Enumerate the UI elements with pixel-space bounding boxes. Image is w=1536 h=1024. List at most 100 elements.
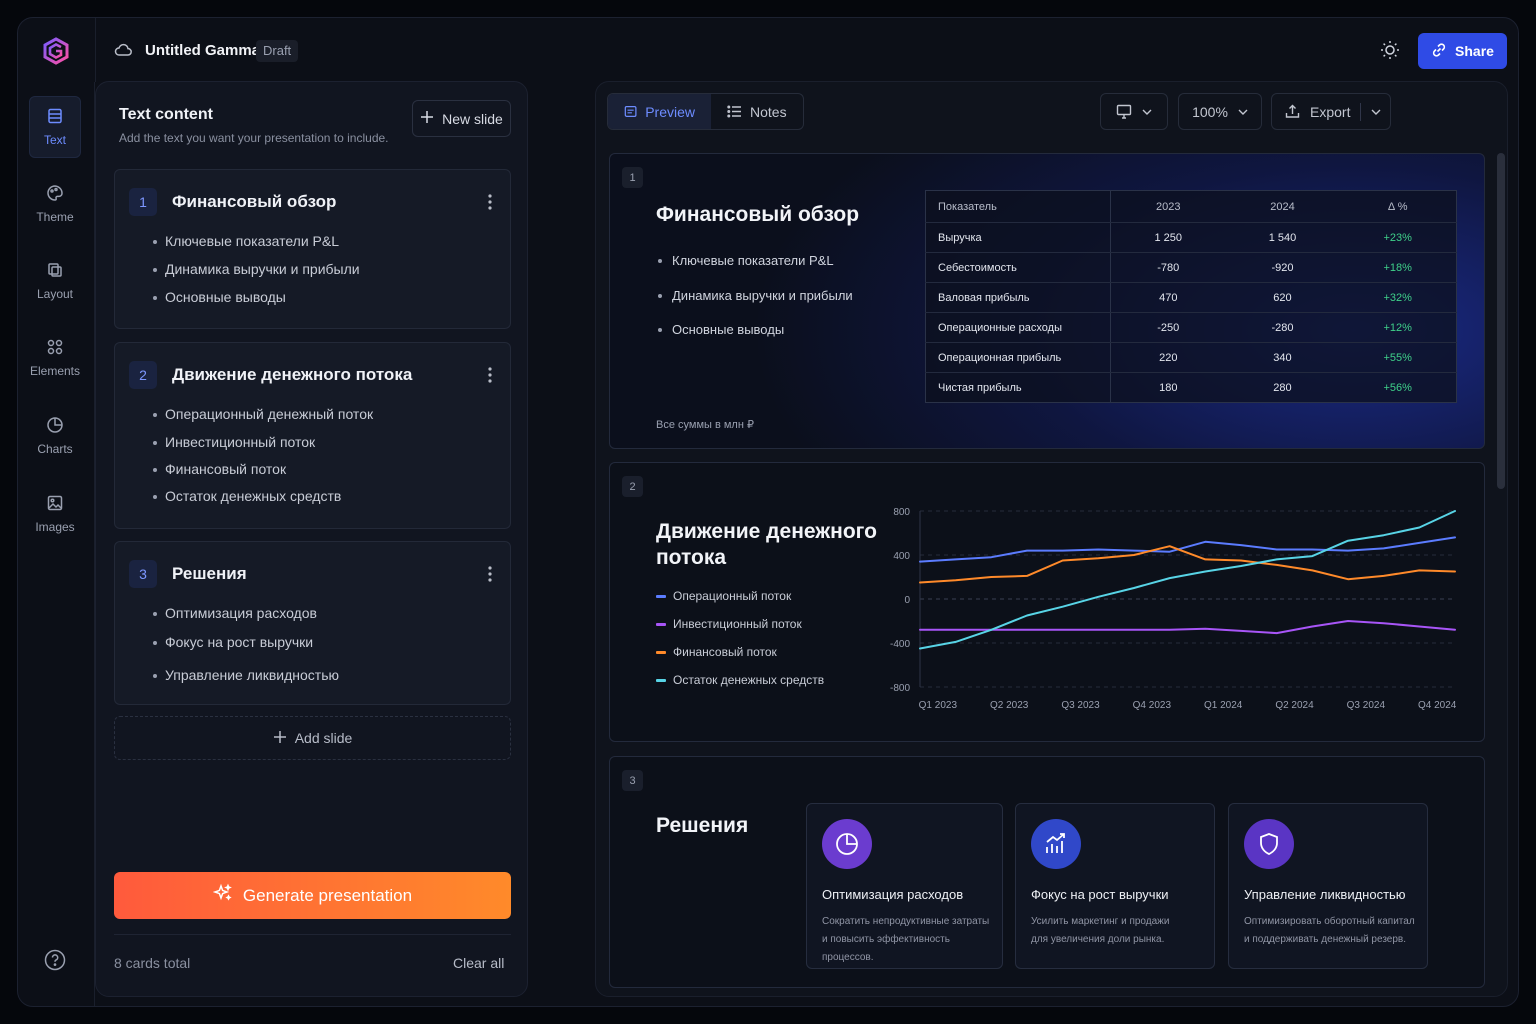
rail-item-images[interactable]: Images [29,483,81,545]
rail-item-charts[interactable]: Charts [29,405,81,467]
chevron-down-icon [1238,109,1248,115]
table-cell: 280 [1273,381,1292,394]
table-header: 2023 [1110,190,1226,223]
card-title[interactable]: Движение денежного потока [172,365,413,384]
share-label: Share [1455,43,1494,59]
table-header-row: Показатель 2023 2024 Δ % [925,190,1457,223]
slide-title-line: Движение денежного [656,520,877,543]
tab-notes[interactable]: Notes [711,94,803,129]
legend-swatch [656,623,666,626]
solution-description-line: Усилить маркетинг и продажи [1031,916,1170,927]
rail-item-theme[interactable]: Theme [29,173,81,235]
chevron-down-icon[interactable] [1371,109,1381,115]
table-header: Показатель [925,190,1111,223]
card-title[interactable]: Финансовый обзор [172,192,337,211]
chart-icon [47,417,63,433]
preview-icon [624,106,637,117]
plus-icon [273,730,287,747]
table-cell: 620 [1225,282,1340,313]
image-icon [47,495,63,511]
table-cell: Себестоимость [925,252,1111,283]
card-bullet[interactable]: Остаток денежных средств [152,488,342,504]
table-cell: -780 [1110,252,1226,283]
table-header: Δ % [1339,190,1457,223]
export-divider [1360,102,1362,121]
table-cell: +23% [1339,222,1457,253]
card-bullet[interactable]: Финансовый поток [152,461,287,477]
rail-label-layout: Layout [36,287,74,301]
export-icon [1285,104,1300,118]
rail-item-layout[interactable]: Layout [29,250,81,312]
gamma-logo[interactable] [42,37,70,65]
document-title[interactable]: Untitled Gamma [145,42,261,59]
card-bullet[interactable]: Операционный денежный поток [152,406,374,422]
card-bullet[interactable]: Динамика выручки и прибыли [153,261,360,277]
solution-description-line: Сократить непродуктивные затраты [822,916,990,927]
more-options-icon[interactable] [488,566,492,587]
slide-card-2[interactable]: 2 Движение денежного потока Операционный… [114,342,511,529]
card-bullet[interactable]: Фокус на рост выручки [152,634,314,650]
x-tick-label: Q3 2023 [1061,700,1100,711]
table-cell: Чистая прибыль [925,372,1111,403]
table-cell: 220 [1110,342,1226,373]
share-button[interactable]: Share [1418,33,1507,69]
link-icon [1431,42,1447,61]
cashflow-line-chart: 800 400 0 -400 -800 Q1 2023 Q2 2023 Q3 2023 Q4 2… [890,507,1457,711]
rail-item-elements[interactable]: Elements [29,327,81,389]
monitor-icon [1116,104,1132,119]
slide-1[interactable]: 1 Финансовый обзор Ключевые показатели P… [609,153,1485,449]
text-icon [48,108,62,124]
solution-description: Усилить маркетинг и продажи для увеличен… [1031,913,1206,949]
new-slide-button[interactable]: New slide [412,100,511,137]
card-title[interactable]: Решения [172,564,247,583]
solution-description-line: и поддерживать денежный резерв. [1244,934,1407,945]
slide-bullet: Основные выводы [657,322,785,337]
legend-label: Инвестиционный поток [673,617,802,631]
table-cell: 1 250 [1110,222,1226,253]
table-cell: 340 [1225,342,1340,373]
more-options-icon[interactable] [488,194,492,215]
slide-title-line: потока [656,546,727,569]
table-row: Операционная прибыль 220 340 +55% [925,342,1457,373]
x-tick-label: Q2 2023 [990,700,1029,711]
legend-label: Остаток денежных средств [673,673,825,687]
rail-label-elements: Elements [29,364,81,378]
card-bullet[interactable]: Управление ликвидностью [153,667,339,683]
clear-all-button[interactable]: Clear all [453,955,505,971]
device-select[interactable] [1100,93,1168,130]
x-tick-label: Q4 2024 [1418,700,1457,711]
table-cell: +32% [1339,282,1457,313]
help-icon[interactable] [44,949,66,976]
slide-card-3[interactable]: 3 Решения Оптимизация расходов Фокус на … [114,541,511,705]
y-tick-label: 400 [893,551,910,562]
slide-3[interactable]: 3 Решения Оптимизация расходов Сократить… [609,756,1485,988]
rail-item-text[interactable]: Text [29,96,81,158]
top-bar: Untitled Gamma Draft Share [18,18,1518,82]
generate-presentation-button[interactable]: Generate presentation [114,872,511,919]
slide-card-1[interactable]: 1 Финансовый обзор Ключевые показатели P… [114,169,511,329]
table-cell: Валовая прибыль [925,282,1111,313]
card-bullet[interactable]: Ключевые показатели P&L [152,233,340,249]
x-tick-label: Q2 2024 [1275,700,1314,711]
export-button[interactable]: Export [1271,93,1391,130]
more-options-icon[interactable] [488,367,492,388]
zoom-select[interactable]: 100% [1178,93,1262,130]
add-slide-button[interactable]: Add slide [114,716,511,760]
card-bullet[interactable]: Оптимизация расходов [153,605,317,621]
draft-badge: Draft [256,40,299,62]
units-note: Все суммы в млн ₽ [656,419,754,431]
table-row: Чистая прибыль 180 280 +56% [925,372,1457,403]
slide-title: Решения [656,814,749,837]
chevron-down-icon [1142,109,1152,115]
table-row: Валовая прибыль 470 620 +32% [925,282,1457,313]
growth-chart-icon [1031,819,1081,869]
tab-preview[interactable]: Preview [608,94,711,129]
sparkle-icon [212,883,233,908]
card-bullet[interactable]: Основные выводы [153,289,286,305]
theme-toggle-icon[interactable] [1380,40,1400,65]
table-cell: Операционная прибыль [925,342,1111,373]
card-bullet[interactable]: Инвестиционный поток [152,434,316,450]
preview-scrollbar[interactable] [1497,153,1505,489]
slide-2[interactable]: 2 Движение денежного потока Операционный… [609,462,1485,742]
rail-label-charts: Charts [37,442,73,456]
